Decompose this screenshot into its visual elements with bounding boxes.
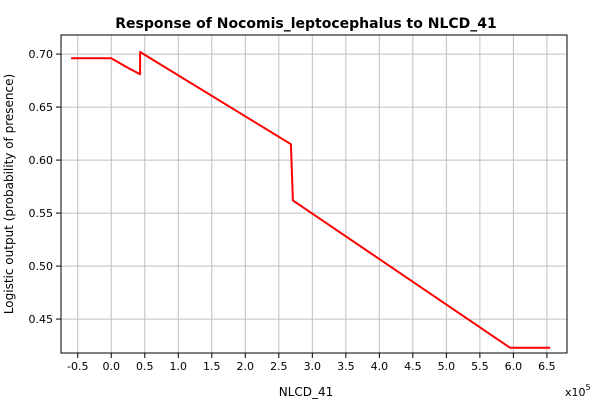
x-tick-label: 1.5 xyxy=(203,360,221,373)
x-tick-label: 4.0 xyxy=(371,360,389,373)
chart-title: Response of Nocomis_leptocephalus to NLC… xyxy=(115,16,497,32)
x-tick-label: 3.0 xyxy=(304,360,322,373)
x-multiplier-exponent: 5 xyxy=(586,383,591,392)
x-tick-label: 6.0 xyxy=(505,360,523,373)
response-curve-line xyxy=(71,51,551,349)
series-layer xyxy=(71,51,551,349)
x-tick-label: 6.5 xyxy=(538,360,556,373)
x-tick-label: 2.0 xyxy=(237,360,255,373)
y-tick-label: 0.70 xyxy=(29,48,54,61)
x-tick-label: -0.5 xyxy=(67,360,88,373)
x-tick-label: 5.0 xyxy=(438,360,456,373)
y-tick-label: 0.65 xyxy=(29,101,54,114)
y-tick-label: 0.50 xyxy=(29,260,54,273)
axis-ticks: -0.5 0.0 0.5 1.0 1.5 2.0 2.5 3.0 3.5 4.0 4.5 5.0 5.5… xyxy=(29,48,556,373)
grid-lines xyxy=(61,35,567,353)
x-tick-label: 5.5 xyxy=(471,360,489,373)
x-tick-label: 0.0 xyxy=(103,360,121,373)
y-axis-label: Logistic output (probability of presence… xyxy=(2,74,16,314)
y-tick-label: 0.55 xyxy=(29,207,54,220)
x-tick-label: 4.5 xyxy=(404,360,422,373)
plot-frame xyxy=(60,34,568,354)
y-tick-label: 0.60 xyxy=(29,154,54,167)
x-tick-label: 3.5 xyxy=(337,360,355,373)
x-axis-multiplier: x105 xyxy=(565,383,591,399)
x-tick-label: 2.5 xyxy=(270,360,288,373)
x-tick-label: 1.0 xyxy=(170,360,188,373)
x-axis-label: NLCD_41 xyxy=(279,385,334,399)
x-tick-label: 0.5 xyxy=(136,360,154,373)
y-tick-label: 0.45 xyxy=(29,313,54,326)
x-multiplier-base: x10 xyxy=(565,386,586,399)
